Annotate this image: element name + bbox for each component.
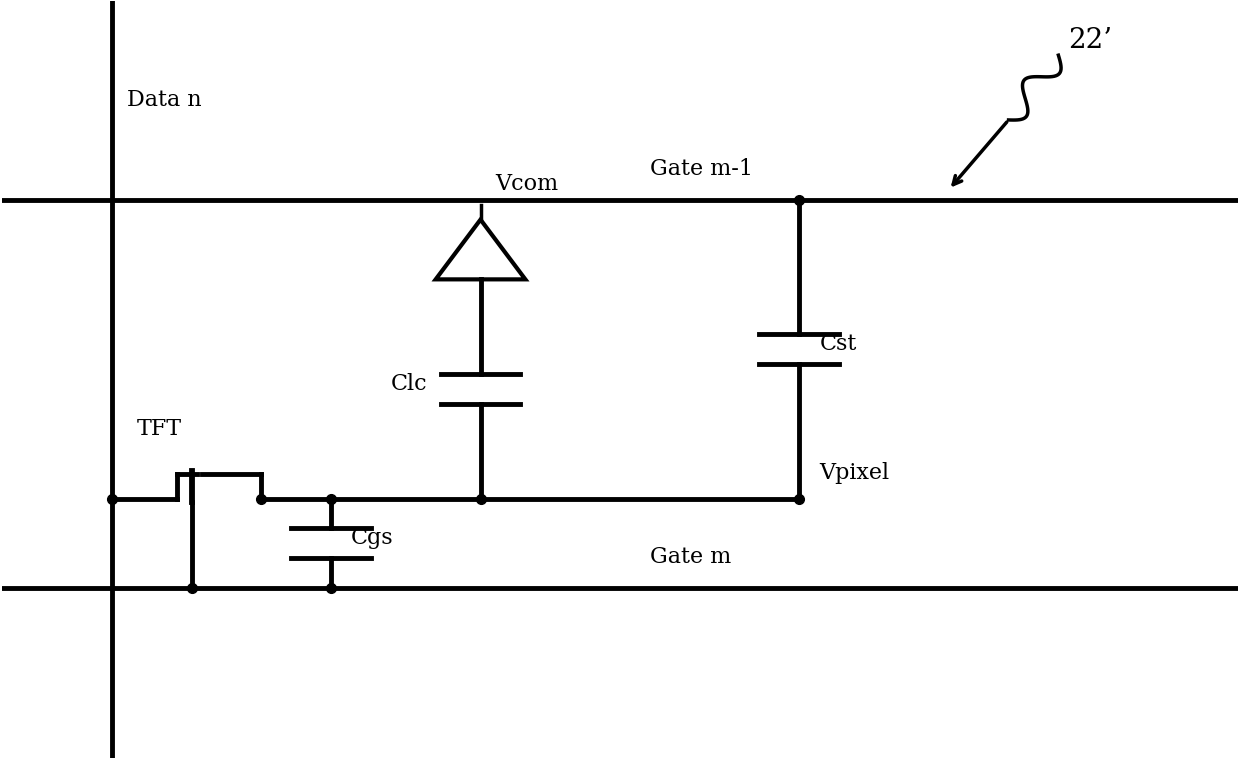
Text: Cst: Cst xyxy=(820,333,857,355)
Text: Gate m-1: Gate m-1 xyxy=(650,158,753,180)
Text: TFT: TFT xyxy=(136,417,182,439)
Text: Cgs: Cgs xyxy=(351,528,393,550)
Text: 22’: 22’ xyxy=(1069,27,1112,54)
Text: Data n: Data n xyxy=(126,89,201,111)
Text: Clc: Clc xyxy=(391,373,428,395)
Text: Vpixel: Vpixel xyxy=(820,461,889,483)
Text: Gate m: Gate m xyxy=(650,546,732,568)
Text: Vcom: Vcom xyxy=(496,173,558,194)
